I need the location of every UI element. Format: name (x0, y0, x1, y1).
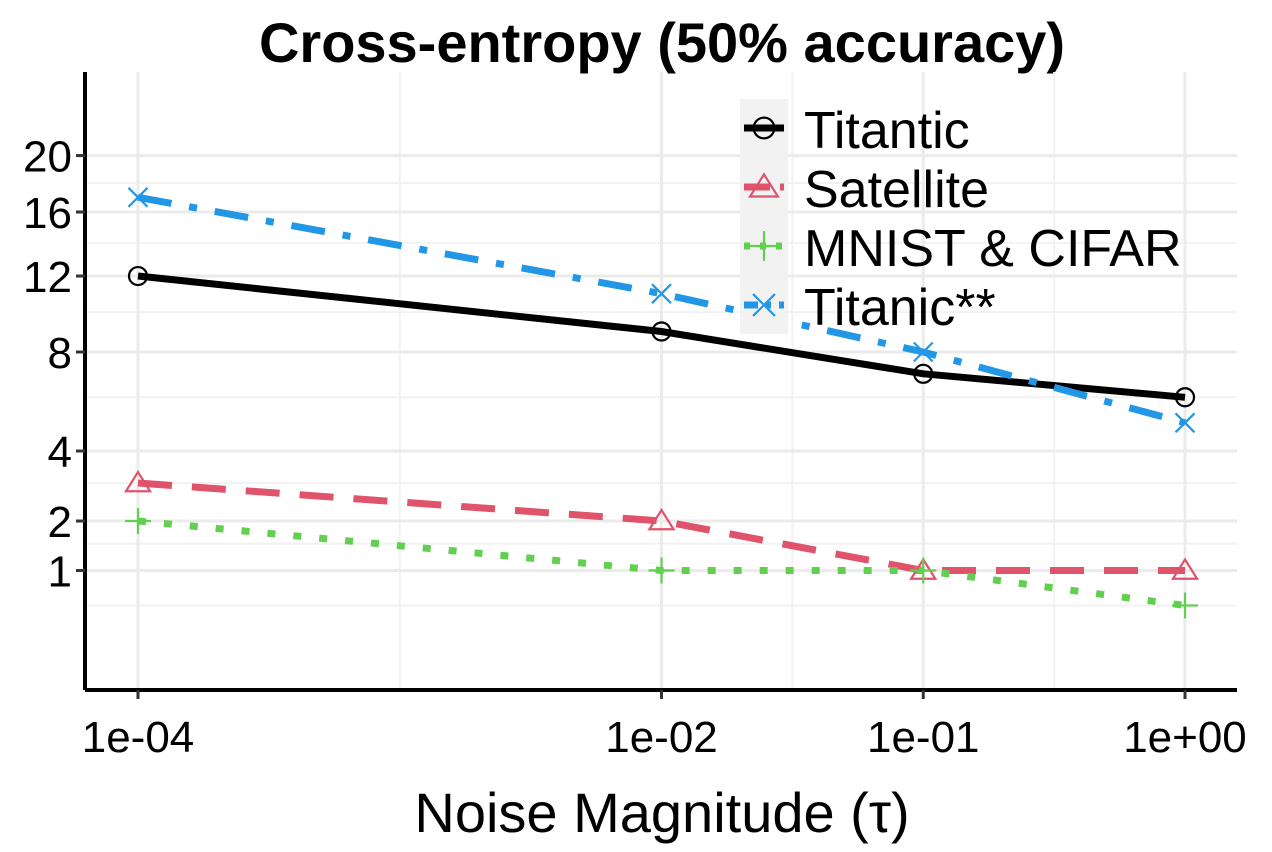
legend-label-3: Titanic** (804, 279, 996, 337)
legend-marker-3 (752, 293, 776, 317)
data-point-2-3 (1172, 592, 1198, 619)
data-point-3-1 (651, 283, 672, 304)
y-tick-label: 12 (23, 253, 72, 302)
data-point-1-0 (123, 469, 153, 493)
x-tick-label: 1e+00 (1123, 713, 1247, 762)
y-tick-label: 16 (23, 189, 72, 238)
data-point-3-3 (1174, 412, 1196, 434)
legend-marker-2 (749, 231, 779, 261)
data-point-3-0 (127, 187, 149, 208)
series-line-1 (137, 479, 1185, 574)
x-tick-label: 1e-04 (82, 713, 195, 762)
legend-label-2: MNIST & CIFAR (804, 220, 1182, 278)
data-point-0-1 (651, 321, 672, 342)
chart-title: Cross-entropy (50% accuracy) (259, 11, 1065, 74)
y-tick-label: 8 (48, 329, 72, 378)
series-line-2 (137, 517, 1186, 609)
legend-marker-0 (752, 116, 776, 140)
x-axis-title: Noise Magnitude (τ) (414, 781, 909, 844)
y-tick-label: 4 (48, 428, 72, 477)
data-point-1-1 (647, 507, 676, 531)
data-point-2-1 (648, 557, 675, 584)
y-tick-label: 2 (48, 498, 72, 547)
y-tick-label: 20 (23, 133, 72, 182)
legend-background (740, 99, 788, 334)
legend-label-0: Titantic (804, 102, 970, 160)
series-line-3 (137, 193, 1186, 427)
x-tick-label: 1e-02 (605, 713, 718, 762)
y-tick-label: 1 (48, 548, 72, 597)
data-point-0-3 (1174, 387, 1196, 408)
data-point-0-2 (913, 363, 934, 384)
legend-marker-1 (748, 172, 780, 198)
data-point-3-2 (912, 341, 934, 363)
tick-labels: 1e-04 1e-02 1e-01 1e+00 12 4 8 12 16 20 (23, 133, 1247, 762)
legend-label-1: Satellite (804, 161, 989, 219)
data-point-0-0 (127, 265, 149, 287)
data-point-1-3 (1170, 557, 1200, 580)
x-tick-label: 1e-01 (867, 713, 980, 762)
data-point-2-0 (125, 508, 151, 535)
data-point-2-2 (910, 557, 937, 584)
series-layer (123, 187, 1200, 619)
series-line-0 (137, 272, 1186, 401)
grid (85, 72, 1237, 690)
